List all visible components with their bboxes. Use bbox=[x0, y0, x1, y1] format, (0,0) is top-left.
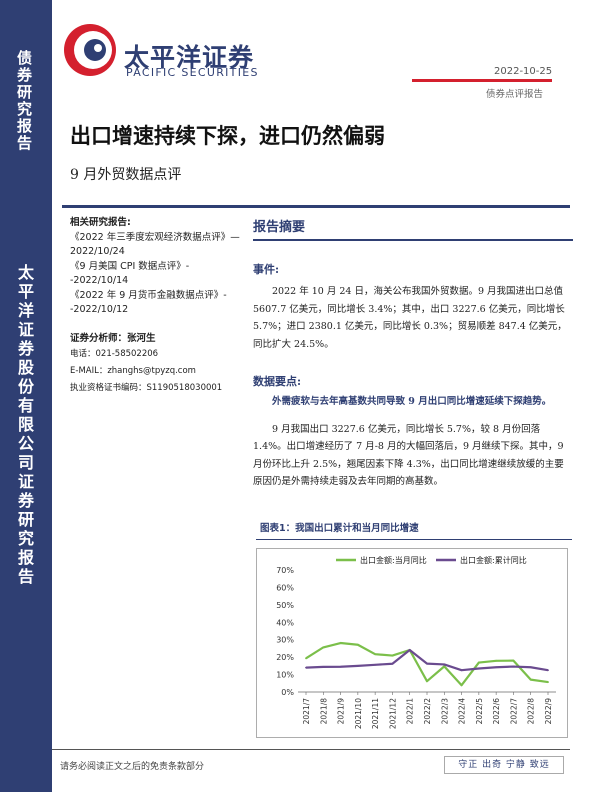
data-points-label: 数据要点: bbox=[253, 375, 302, 388]
company-logo-icon bbox=[64, 24, 116, 76]
report-date: 2022-10-25 bbox=[494, 66, 553, 77]
data-point bbox=[529, 666, 532, 669]
data-point bbox=[374, 653, 377, 656]
x-tick-label: 2021/12 bbox=[388, 698, 397, 729]
data-point bbox=[305, 657, 307, 660]
x-tick-label: 2022/6 bbox=[492, 698, 501, 725]
data-point bbox=[305, 666, 307, 669]
x-tick-label: 2022/2 bbox=[423, 698, 432, 725]
company-name-vertical: 太平洋证券股份有限公司证券研究报告 bbox=[15, 264, 34, 587]
data-point bbox=[477, 667, 480, 670]
x-tick-label: 2022/7 bbox=[509, 698, 518, 725]
y-tick-label: 40% bbox=[276, 618, 294, 627]
x-tick-label: 2022/1 bbox=[406, 698, 415, 725]
x-tick-label: 2022/8 bbox=[527, 698, 536, 725]
report-subtitle: 9 月外贸数据点评 bbox=[70, 167, 182, 183]
chart-frame bbox=[256, 548, 568, 738]
legend-label: 出口金额:当月同比 bbox=[360, 555, 427, 565]
sidebar-bottom-band: 太平洋证券股份有限公司证券研究报告 bbox=[0, 206, 52, 792]
data-point bbox=[547, 669, 549, 672]
x-tick-label: 2022/3 bbox=[440, 698, 449, 725]
data-point bbox=[512, 659, 515, 662]
sidebar-top-band: 债券研究报告 bbox=[0, 0, 52, 206]
summary-divider bbox=[253, 239, 573, 241]
data-point bbox=[356, 643, 359, 646]
data-point bbox=[443, 665, 446, 668]
analyst-phone: 电话：021-58502206 bbox=[70, 349, 159, 359]
data-point bbox=[322, 646, 325, 649]
report-category-vertical: 债券研究报告 bbox=[15, 50, 33, 152]
data-point bbox=[426, 680, 428, 683]
data-point bbox=[391, 662, 394, 665]
x-tick-label: 2022/5 bbox=[475, 698, 484, 725]
data-point bbox=[322, 666, 325, 668]
event-paragraph: 2022 年 10 月 24 日，海关公布我国外贸数据。9 月我国进出口总值 5… bbox=[253, 286, 567, 350]
x-tick-label: 2021/8 bbox=[319, 698, 328, 725]
data-point bbox=[512, 665, 515, 668]
report-type: 债券点评报告 bbox=[486, 89, 544, 100]
y-tick-label: 0% bbox=[281, 688, 294, 697]
data-point bbox=[339, 665, 342, 668]
data-point bbox=[391, 654, 394, 657]
company-motto: 守正 出奇 宁静 致远 bbox=[444, 756, 564, 774]
y-tick-label: 70% bbox=[276, 566, 294, 575]
x-tick-label: 2022/4 bbox=[458, 698, 467, 725]
logo-chinese-name: 太平洋证券 bbox=[124, 43, 255, 72]
x-tick-label: 2021/10 bbox=[354, 698, 363, 729]
data-point bbox=[477, 661, 480, 664]
left-column: 相关研究报告: 《2022 年三季度宏观经济数据点评》—2022/10/24 《… bbox=[70, 216, 242, 397]
data-point bbox=[495, 666, 498, 669]
analyst-name: 证券分析师：张河生 bbox=[70, 332, 156, 344]
related-reports-heading: 相关研究报告: bbox=[70, 217, 131, 228]
x-tick-label: 2021/7 bbox=[302, 698, 311, 725]
data-point bbox=[460, 684, 463, 687]
related-report-item[interactable]: 《9 月美国 CPI 数据点评》--2022/10/14 bbox=[70, 260, 190, 287]
x-tick-label: 2022/9 bbox=[544, 698, 553, 725]
y-tick-label: 10% bbox=[276, 671, 294, 680]
y-tick-label: 20% bbox=[276, 653, 294, 662]
analyst-cert: 执业资格证书编码：S1190518030001 bbox=[70, 383, 223, 393]
summary-heading: 报告摘要 bbox=[253, 220, 306, 235]
data-point bbox=[495, 659, 498, 662]
data-point bbox=[547, 681, 549, 683]
footer-divider bbox=[52, 749, 570, 750]
data-point bbox=[529, 678, 532, 681]
disclaimer-note: 请务必阅读正文之后的免责条款部分 bbox=[60, 762, 205, 772]
x-tick-label: 2021/11 bbox=[371, 698, 380, 729]
data-point bbox=[356, 664, 359, 667]
data-point bbox=[426, 662, 428, 665]
logo-english-name: PACIFIC SECURITIES bbox=[126, 66, 259, 79]
legend-label: 出口金额:累计同比 bbox=[460, 555, 527, 565]
header-divider bbox=[62, 205, 570, 208]
y-tick-label: 30% bbox=[276, 636, 294, 645]
key-point-paragraph: 9 月我国出口 3227.6 亿美元，同比增长 5.7%，较 8 月份回落 1.… bbox=[253, 423, 564, 488]
date-divider bbox=[412, 79, 552, 82]
report-title: 出口增速持续下探，进口仍然偏弱 bbox=[70, 123, 385, 148]
figure-title: 图表1：我国出口累计和当月同比增速 bbox=[256, 518, 572, 540]
related-report-item[interactable]: 《2022 年 9 月货币金融数据点评》--2022/10/12 bbox=[70, 289, 227, 316]
y-tick-label: 60% bbox=[276, 583, 294, 592]
x-tick-label: 2021/9 bbox=[337, 698, 346, 725]
summary-column: 报告摘要 事件: 2022 年 10 月 24 日，海关公布我国外贸数据。9 月… bbox=[253, 216, 573, 491]
y-tick-label: 50% bbox=[276, 601, 294, 610]
data-point bbox=[460, 669, 463, 672]
data-point bbox=[374, 663, 377, 666]
related-report-item[interactable]: 《2022 年三季度宏观经济数据点评》—2022/10/24 bbox=[70, 231, 240, 258]
event-label: 事件: bbox=[253, 263, 280, 276]
data-point bbox=[443, 663, 446, 666]
analyst-email[interactable]: E-MAIL：zhanghs@tpyzq.com bbox=[70, 366, 196, 376]
key-point-bold: 外需疲软与去年高基数共同导致 9 月出口同比增速延续下探趋势。 bbox=[272, 396, 552, 407]
export-growth-chart: 0% 10% 20% 30% 40% 50% 60% 70% 2021/7 2021/8 2021/… bbox=[256, 548, 568, 738]
data-point bbox=[339, 642, 342, 644]
data-point bbox=[408, 649, 411, 651]
